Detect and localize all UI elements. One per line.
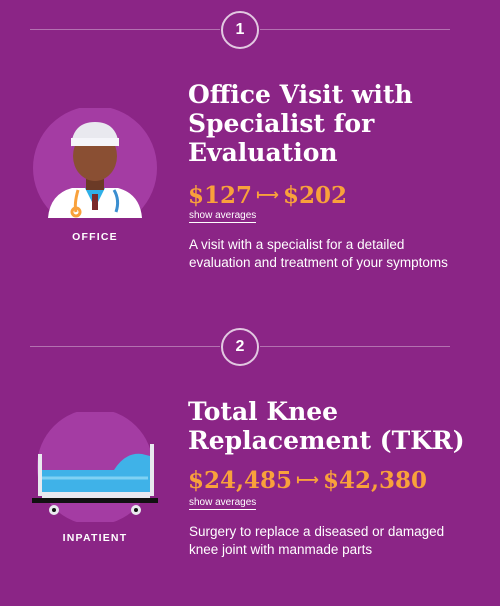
- price-range: $127 ⟼ $202: [188, 182, 347, 209]
- show-averages-link[interactable]: show averages: [189, 497, 257, 510]
- show-averages-link[interactable]: show averages: [189, 210, 257, 223]
- step-number: 2: [221, 328, 259, 366]
- divider-line: [30, 29, 220, 30]
- service-title: Total Knee Replacement (TKR): [188, 397, 465, 455]
- range-separator-icon: ⟼: [256, 185, 279, 204]
- step-number: 1: [221, 11, 259, 49]
- step-divider-2: 2: [0, 327, 500, 367]
- service-description: Surgery to replace a diseased or damaged…: [189, 524, 445, 557]
- category-label: INPATIENT: [62, 532, 128, 544]
- service-title: Office Visit with Specialist for Evaluat…: [188, 80, 413, 167]
- price-high: $202: [282, 182, 347, 209]
- divider-line: [260, 346, 450, 347]
- category-label: OFFICE: [72, 231, 118, 243]
- step-divider-1: 1: [0, 10, 500, 50]
- divider-line: [260, 29, 450, 30]
- range-separator-icon: ⟼: [296, 470, 319, 489]
- divider-line: [30, 346, 220, 347]
- price-low: $127: [188, 182, 253, 209]
- hospital-bed-illustration-icon: [32, 412, 158, 522]
- doctor-illustration-icon: [33, 108, 157, 218]
- price-high: $42,380: [322, 467, 427, 494]
- price-low: $24,485: [188, 467, 293, 494]
- service-description: A visit with a specialist for a detailed…: [189, 237, 448, 270]
- price-range: $24,485 ⟼ $42,380: [188, 467, 427, 494]
